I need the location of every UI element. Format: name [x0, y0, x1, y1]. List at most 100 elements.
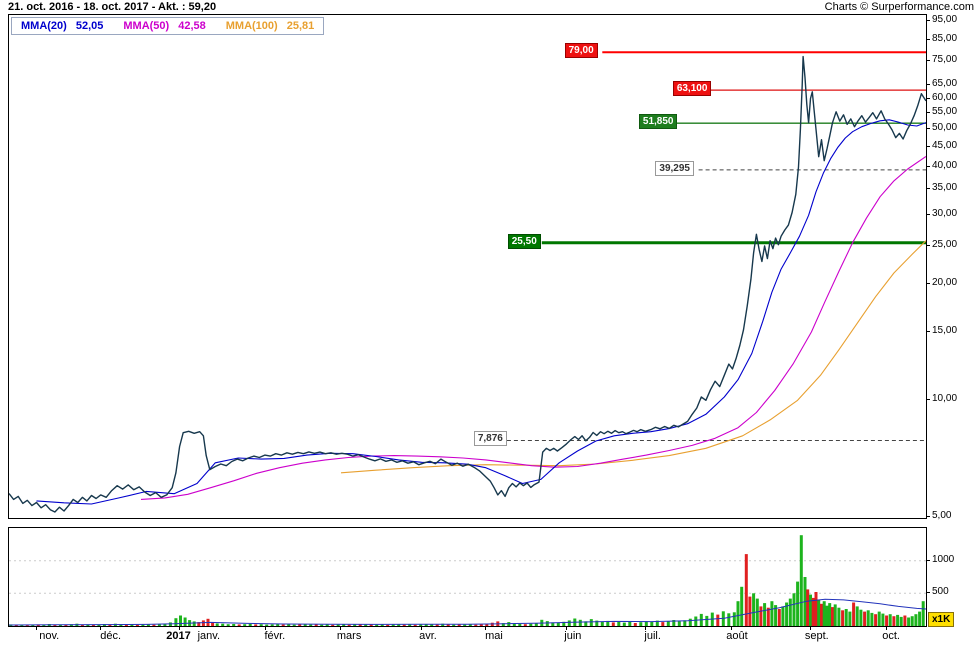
volume-bar — [501, 623, 505, 626]
volume-bar — [661, 622, 665, 626]
volume-bar — [53, 624, 57, 626]
volume-bar — [463, 624, 467, 626]
volume-bar — [545, 621, 549, 626]
volume-bar — [435, 624, 439, 626]
x-axis-month-label-janv-: janv. — [197, 630, 221, 642]
volume-bar — [86, 624, 90, 626]
y-axis-tickmark — [926, 214, 930, 216]
volume-bar — [837, 607, 841, 626]
y-axis-label-50-00: 50,00 — [932, 122, 958, 134]
volume-bar — [752, 593, 756, 626]
volume-bar — [64, 625, 68, 626]
volume-bar — [732, 612, 736, 626]
volume-unit-badge: x1K — [928, 612, 955, 627]
volume-bar — [375, 624, 379, 626]
volume-bar — [336, 624, 340, 626]
volume-average-line — [9, 598, 926, 626]
x-axis-month-tick — [885, 626, 887, 630]
y-axis-tickmark — [926, 97, 930, 99]
volume-bar — [763, 603, 767, 626]
x-axis-month-label-oct-: oct. — [882, 630, 900, 642]
x-axis-month-label-juil-: juil. — [644, 630, 661, 642]
volume-bar — [727, 613, 731, 626]
volume-bar — [201, 620, 205, 626]
volume-bar — [419, 624, 423, 626]
volume-bar — [595, 620, 599, 626]
moving-average-legend: MMA(20) 52,05 MMA(50) 42,58 MMA(100) 25,81 — [11, 17, 325, 35]
volume-bar — [179, 615, 182, 626]
volume-bar — [907, 617, 911, 626]
volume-bar — [903, 615, 907, 626]
volume-bar — [364, 624, 368, 626]
volume-bar — [358, 624, 362, 626]
y-axis-tickmark — [926, 146, 930, 148]
volume-bar — [628, 621, 632, 626]
volume-bar — [174, 618, 178, 626]
volume-bar — [888, 614, 892, 626]
volume-bar — [788, 598, 792, 626]
volume-bar — [124, 624, 128, 626]
volume-bar — [556, 622, 560, 626]
y-axis-label-20-00: 20,00 — [932, 276, 958, 288]
volume-bar — [529, 623, 533, 626]
volume-bar — [811, 597, 815, 626]
y-axis-label-25-00: 25,00 — [932, 239, 958, 251]
y-axis-tickmark — [926, 112, 930, 114]
volume-bar — [265, 624, 269, 626]
volume-bar — [119, 624, 123, 626]
volume-bar — [402, 624, 406, 626]
volume-bar — [108, 624, 112, 626]
volume-bar — [896, 614, 900, 626]
volume-bar — [474, 624, 478, 626]
volume-bar — [221, 623, 225, 626]
x-axis-month-tick — [178, 626, 180, 630]
y-axis-tickmark — [926, 282, 930, 284]
volume-bar — [567, 620, 571, 626]
volume-bar — [157, 624, 161, 626]
x-axis-month-label-f-vr-: févr. — [264, 630, 286, 642]
volume-bar — [666, 621, 670, 626]
y-axis-tickmark — [926, 20, 930, 22]
y-axis-tickmark — [926, 245, 930, 247]
volume-bar — [639, 622, 643, 626]
legend-series-value: 25,81 — [286, 20, 315, 32]
x-axis-month-label-juin: juin — [564, 630, 582, 642]
volume-bar — [817, 599, 821, 626]
volume-bar — [408, 624, 412, 626]
volume-bar — [386, 624, 390, 626]
volume-bar — [58, 624, 62, 626]
volume-panel — [8, 527, 927, 627]
volume-bar — [792, 593, 796, 626]
volume-bar — [215, 623, 219, 626]
volume-bar — [446, 624, 450, 626]
legend-series-name: MMA(50) — [123, 20, 170, 32]
volume-bar — [892, 616, 896, 626]
volume-bar — [135, 624, 139, 626]
volume-bar — [600, 621, 604, 626]
volume-bar — [822, 601, 826, 626]
volume-bar — [859, 609, 863, 626]
x-axis-month-tick — [99, 626, 101, 630]
volume-bar — [918, 611, 922, 626]
volume-bar — [163, 623, 167, 626]
volume-bar — [774, 605, 778, 626]
volume-bar — [391, 624, 395, 626]
volume-bar — [298, 624, 302, 626]
volume-bar — [452, 624, 456, 626]
volume-bar — [232, 624, 236, 626]
y-axis-label-15-00: 15,00 — [932, 325, 958, 337]
volume-bar — [748, 596, 752, 626]
volume-bar — [866, 610, 870, 626]
x-axis-month-tick — [565, 626, 567, 630]
volume-bar — [80, 624, 84, 626]
volume-bar — [562, 621, 566, 626]
price-chart-canvas — [9, 51, 926, 513]
y-axis-label-95-00: 95,00 — [932, 14, 958, 26]
volume-bar — [347, 624, 351, 626]
volume-bar — [292, 624, 296, 626]
level-label-39-295: 39,295 — [655, 160, 694, 176]
volume-bar — [369, 624, 373, 626]
volume-bar — [874, 614, 878, 626]
level-label-51-850: 51,850 — [638, 114, 678, 130]
y-axis-label-65-00: 65,00 — [932, 78, 958, 90]
